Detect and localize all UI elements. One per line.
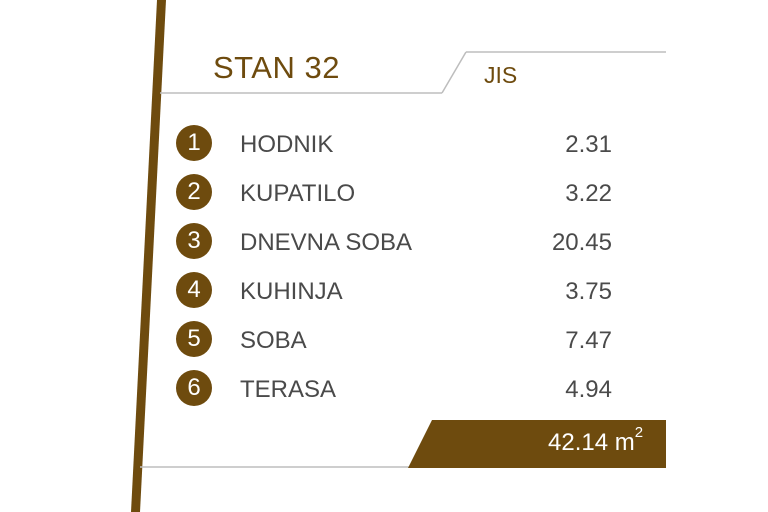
total-area-value: 42.14 m bbox=[548, 429, 635, 456]
room-area: 4.94 bbox=[565, 376, 612, 403]
room-row: 2 KUPATILO 3.22 bbox=[176, 174, 626, 210]
room-area: 3.75 bbox=[565, 278, 612, 305]
room-number-badge: 5 bbox=[176, 321, 212, 357]
total-box bbox=[408, 420, 666, 468]
room-number-badge: 3 bbox=[176, 223, 212, 259]
room-number-badge: 2 bbox=[176, 174, 212, 210]
header-rule-slant bbox=[441, 51, 467, 94]
room-row: 6 TERASA 4.94 bbox=[176, 370, 626, 406]
room-area: 2.31 bbox=[565, 131, 612, 158]
room-area: 3.22 bbox=[565, 180, 612, 207]
room-number-badge: 1 bbox=[176, 125, 212, 161]
apartment-title: STAN 32 bbox=[213, 50, 340, 85]
room-row: 3 DNEVNA SOBA 20.45 bbox=[176, 223, 626, 259]
room-row: 1 HODNIK 2.31 bbox=[176, 125, 626, 161]
room-number-badge: 6 bbox=[176, 370, 212, 406]
header-label: JIS bbox=[484, 62, 518, 88]
room-row: 4 KUHINJA 3.75 bbox=[176, 272, 626, 308]
room-name: HODNIK bbox=[240, 131, 334, 158]
room-number-badge: 4 bbox=[176, 272, 212, 308]
room-area: 7.47 bbox=[565, 327, 612, 354]
room-name: DNEVNA SOBA bbox=[240, 229, 413, 256]
room-area: 20.45 bbox=[551, 229, 612, 256]
room-name: TERASA bbox=[240, 376, 337, 403]
vertical-accent-bar bbox=[131, 0, 166, 512]
room-row: 5 SOBA 7.47 bbox=[176, 321, 626, 357]
room-name: SOBA bbox=[240, 327, 307, 354]
total-area-unit-superscript: 2 bbox=[634, 424, 644, 441]
total-area: 42.14 m2 bbox=[548, 424, 643, 457]
room-name: KUHINJA bbox=[240, 278, 343, 305]
room-name: KUPATILO bbox=[240, 180, 356, 207]
